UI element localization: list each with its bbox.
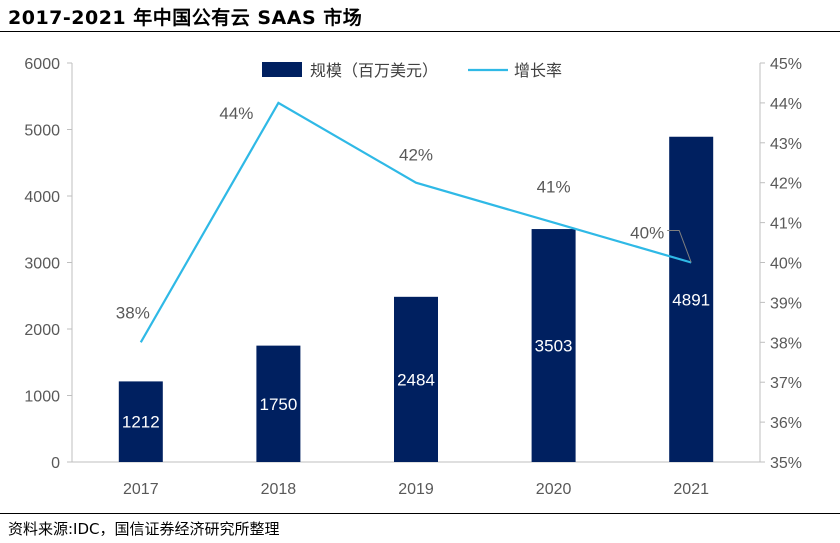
- left-tick-label: 1000: [24, 389, 60, 406]
- x-tick-label: 2020: [536, 481, 572, 498]
- source-note: 资料来源:IDC，国信证券经济研究所整理: [8, 520, 280, 538]
- legend-line-label: 增长率: [514, 61, 562, 80]
- x-tick-label: 2021: [673, 481, 709, 498]
- growth-line: [139, 101, 692, 343]
- right-tick-label: 45%: [770, 56, 802, 73]
- right-tick-label: 38%: [770, 335, 802, 352]
- right-tick-label: 44%: [770, 96, 802, 113]
- growth-point-label: 44%: [219, 104, 253, 123]
- left-y-axis: 0 1000 2000 3000 4000 5000 6000: [24, 56, 73, 472]
- right-tick-label: 35%: [770, 455, 802, 472]
- right-tick-label: 40%: [770, 256, 802, 273]
- right-tick-label: 41%: [770, 216, 802, 233]
- right-tick-label: 43%: [770, 136, 802, 153]
- label-leader-line: [667, 230, 692, 263]
- chart-title: 2017-2021 年中国公有云 SAAS 市场: [8, 7, 363, 29]
- bar: [531, 229, 576, 462]
- x-tick-label: 2019: [398, 481, 434, 498]
- right-tick-label: 37%: [770, 375, 802, 392]
- bar-value-label: 1212: [122, 413, 160, 432]
- growth-line-series: 38% 44% 42% 41% 40%: [116, 101, 692, 343]
- bar: [669, 136, 714, 462]
- left-tick-label: 6000: [24, 56, 60, 73]
- title-divider: [0, 31, 840, 32]
- right-tick-label: 36%: [770, 415, 802, 432]
- bar-value-label: 3503: [535, 337, 573, 356]
- right-tick-label: 39%: [770, 295, 802, 312]
- growth-point-label: 40%: [630, 224, 664, 243]
- left-tick-label: 3000: [24, 256, 60, 273]
- bar-value-label: 4891: [672, 290, 710, 309]
- bar: [256, 345, 301, 462]
- right-y-axis: 35% 36% 37% 38% 39% 40% 41% 42% 43% 44% 45%: [759, 56, 802, 472]
- bar: [118, 381, 163, 462]
- legend-bar-swatch: [262, 62, 302, 77]
- left-tick-label: 2000: [24, 322, 60, 339]
- bar: [394, 296, 438, 462]
- right-tick-label: 42%: [770, 176, 802, 193]
- bar-value-label: 1750: [259, 395, 297, 414]
- left-tick-label: 0: [51, 455, 60, 472]
- x-axis: 2017 2018 2019 2020 2021: [72, 461, 760, 498]
- bar-series: 1212 1750 2484 3503 4891: [118, 136, 714, 462]
- x-tick-label: 2017: [123, 481, 159, 498]
- x-tick-label: 2018: [261, 481, 297, 498]
- growth-point-label: 41%: [537, 178, 571, 197]
- left-tick-label: 4000: [24, 189, 60, 206]
- growth-point-label: 42%: [399, 146, 433, 165]
- legend-bar-label: 规模（百万美元）: [310, 61, 438, 80]
- source-divider: [0, 513, 840, 514]
- bar-value-label: 2484: [397, 370, 435, 389]
- left-tick-label: 5000: [24, 123, 60, 140]
- legend: 规模（百万美元） 增长率: [262, 61, 562, 80]
- growth-point-label: 38%: [116, 303, 150, 322]
